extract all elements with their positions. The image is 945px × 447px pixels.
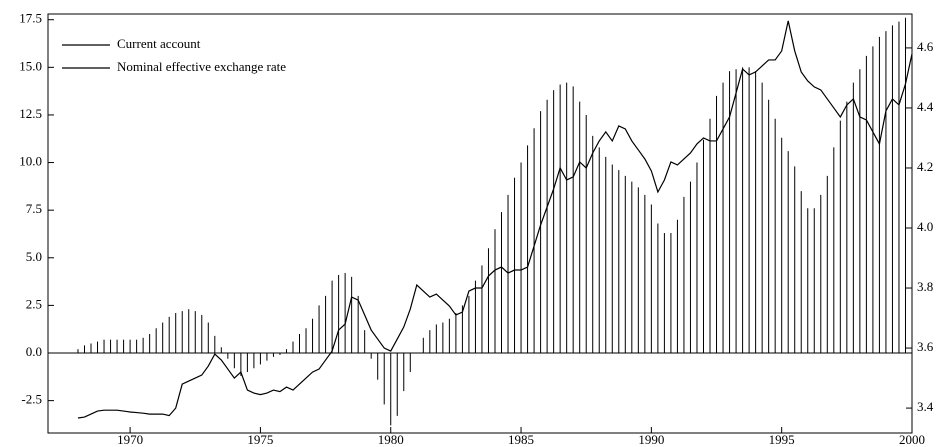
y2-tick-label: 3.8 — [917, 279, 933, 294]
y-tick-label: 0.0 — [26, 344, 42, 359]
y2-tick-label: 3.4 — [917, 399, 934, 414]
line — [77, 20, 913, 419]
plot-frame — [47, 13, 913, 434]
y-tick-label: 12.5 — [19, 106, 42, 121]
x-tick-label: 1970 — [117, 432, 143, 447]
x-tick-label: 1975 — [247, 432, 273, 447]
y2-tick-label: 4.6 — [917, 39, 934, 54]
y2-tick-label: 4.4 — [917, 99, 934, 114]
legend-label: Current account — [117, 36, 201, 51]
x-tick-label: 2000 — [899, 432, 925, 447]
y-tick-label: 5.0 — [26, 249, 42, 264]
y-tick-label: 2.5 — [26, 296, 42, 311]
x-tick-label: 1995 — [769, 432, 795, 447]
x-tick-label: 1985 — [508, 432, 534, 447]
y-tick-label: 17.5 — [19, 11, 42, 26]
y-tick-label: -2.5 — [21, 392, 42, 407]
y2-tick-label: 4.0 — [917, 219, 933, 234]
x-tick-label: 1980 — [378, 432, 404, 447]
y2-tick-label: 4.2 — [917, 159, 933, 174]
y2-tick-label: 3.6 — [917, 339, 934, 354]
legend-label: Nominal effective exchange rate — [117, 59, 286, 74]
y-tick-label: 10.0 — [19, 154, 42, 169]
x-tick-label: 1990 — [638, 432, 664, 447]
y-tick-label: 7.5 — [26, 201, 42, 216]
y-tick-label: 15.0 — [19, 58, 42, 73]
